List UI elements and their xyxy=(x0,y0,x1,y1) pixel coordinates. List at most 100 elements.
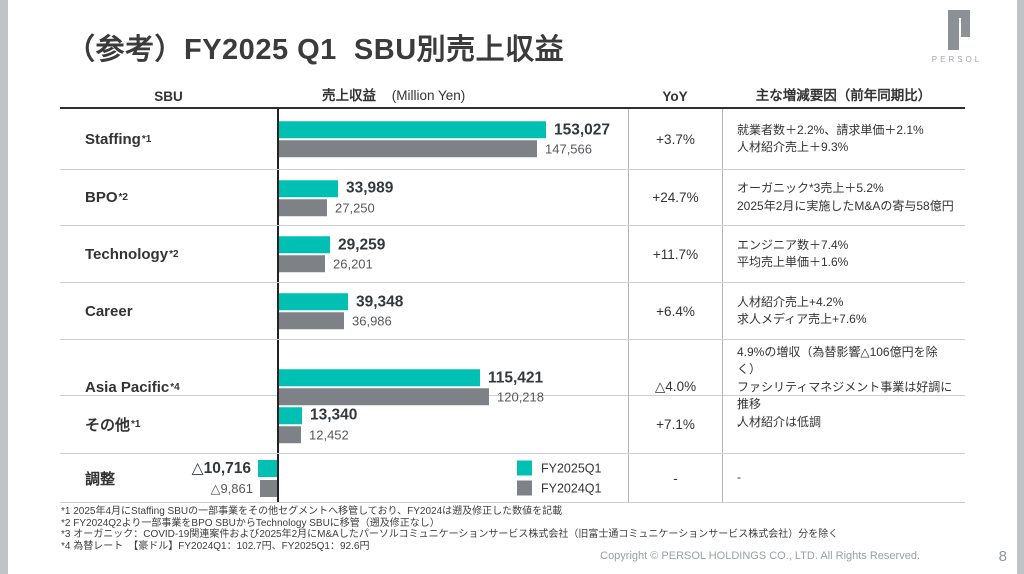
factors-cell: 人材紹介売上+4.2% 求人メディア売上+7.6% xyxy=(722,283,965,339)
slide: （参考）FY2025 Q1 SBU別売上収益 PERSOL SBU 売上収益 (… xyxy=(8,0,1017,574)
persol-logo-text: PERSOL xyxy=(931,55,983,64)
yoy-value: +3.7% xyxy=(628,109,722,169)
sbu-label: Staffing *1 xyxy=(60,109,277,169)
bar-cell: 39,348 36,986 xyxy=(277,283,628,339)
table-row-asia-pacific: Asia Pacific *4 115,421 120,218 △4 xyxy=(60,339,965,435)
legend-swatch-fy2024q1 xyxy=(517,480,532,496)
footnotes: *1 2025年4月にStaffing SBUの一部事業をその他セグメントへ移管… xyxy=(61,506,838,552)
fy2024q1-bar xyxy=(279,312,344,330)
bar-cell: 29,259 26,201 xyxy=(277,226,628,282)
fy2025q1-bar xyxy=(279,369,480,387)
sbu-footnote-ref: *2 xyxy=(118,192,128,203)
fy2025q1-value: 39,348 xyxy=(356,292,404,310)
fy2025q1-value: 29,259 xyxy=(338,235,386,253)
fy2025q1-bar xyxy=(279,121,546,139)
table-header-row: SBU 売上収益 (Million Yen) YoY 主な増減要因（前年同期比） xyxy=(60,84,965,109)
chart-legend: FY2025Q1 FY2024Q1 xyxy=(517,456,601,501)
page-title: （参考）FY2025 Q1 SBU別売上収益 xyxy=(66,34,565,66)
header-revenue: 売上収益 (Million Yen) xyxy=(277,84,628,104)
sbu-name: その他 xyxy=(85,417,131,434)
fy2025q1-value: 13,340 xyxy=(310,406,358,424)
fy2025q1-value: 115,421 xyxy=(488,369,544,387)
legend-swatch-fy2025q1 xyxy=(517,460,532,476)
sbu-label: Technology *2 xyxy=(60,226,277,282)
fy2024q1-value: 147,566 xyxy=(545,141,592,157)
sbu-name: Technology xyxy=(85,245,169,263)
fy2024q1-value: 120,218 xyxy=(497,389,544,405)
fy2024q1-bar xyxy=(260,480,277,497)
legend-label-fy2024q1: FY2024Q1 xyxy=(541,481,602,495)
bar-cell: 33,989 27,250 xyxy=(277,170,628,225)
factors-text: 人材紹介売上+4.2% 求人メディア売上+7.6% xyxy=(737,294,867,326)
table-row-bpo: BPO *2 33,989 27,250 +24.7% xyxy=(60,169,965,225)
fy2024q1-bar xyxy=(279,388,489,406)
factors-cell: エンジニア数＋7.4% 平均売上単価＋1.6% xyxy=(722,226,965,282)
negative-bars: △10,716 △9,861 xyxy=(192,457,277,499)
footnote-2: *2 FY2024Q2より一部事業をBPO SBUからTechnology SB… xyxy=(61,517,440,529)
persol-logo: PERSOL xyxy=(929,10,985,64)
sbu-footnote-ref: *1 xyxy=(141,133,152,145)
legend-item-fy2025q1: FY2025Q1 xyxy=(517,460,602,476)
header-sbu: SBU xyxy=(154,89,183,104)
factors-text: エンジニア数＋7.4% 平均売上単価＋1.6% xyxy=(737,237,849,269)
factors-cell: - xyxy=(722,396,965,453)
factors-cell: 就業者数＋2.2%、請求単価＋2.1% 人材紹介売上＋9.3% xyxy=(722,109,965,169)
table-row-adjustment: 調整 △10,716 △9,861 xyxy=(60,453,965,503)
fy2024q1-bar xyxy=(279,425,301,443)
fy2024q1-value: 12,452 xyxy=(309,426,349,442)
sbu-name: BPO xyxy=(85,189,118,206)
sbu-name: 調整 xyxy=(85,470,116,488)
fy2025q1-bar xyxy=(279,179,338,197)
header-revenue-unit: (Million Yen) xyxy=(391,88,466,103)
header-factors: 主な増減要因（前年同期比） xyxy=(755,88,932,103)
fy2024q1-value: 27,250 xyxy=(335,199,375,215)
yoy-value: +24.7% xyxy=(628,170,722,225)
bar-cell: 153,027 147,566 xyxy=(277,109,628,169)
copyright-text: Copyright © PERSOL HOLDINGS CO., LTD. Al… xyxy=(600,550,920,562)
footnote-4: *4 為替レート 【豪ドル】FY2024Q1：102.7円、FY2025Q1：9… xyxy=(61,540,370,552)
fy2024q1-value: △9,861 xyxy=(210,480,253,496)
sbu-footnote-ref: *1 xyxy=(131,419,141,430)
bar-cell: 115,421 120,218 xyxy=(277,340,628,435)
yoy-value: +7.1% xyxy=(628,396,722,453)
table-row-career: Career 39,348 36,986 +6.4% xyxy=(60,282,965,339)
fy2025q1-bar xyxy=(279,236,330,254)
fy2024q1-value: 26,201 xyxy=(333,256,373,272)
yoy-value: +6.4% xyxy=(628,283,722,339)
fy2025q1-bar xyxy=(258,460,277,477)
legend-item-fy2024q1: FY2024Q1 xyxy=(517,480,602,496)
fy2024q1-bar xyxy=(279,140,537,158)
sbu-name: Career xyxy=(85,302,133,320)
yoy-value: △4.0% xyxy=(628,340,722,435)
fy2025q1-value: △10,716 xyxy=(191,460,251,477)
sbu-footnote-ref: *4 xyxy=(170,381,180,393)
fy2024q1-bar xyxy=(279,255,325,273)
yoy-value: - xyxy=(628,454,722,502)
fy2025q1-value: 153,027 xyxy=(554,120,611,138)
table-row-others: その他 *1 13,340 12,452 +7.1% xyxy=(60,395,965,453)
sbu-revenue-table: SBU 売上収益 (Million Yen) YoY 主な増減要因（前年同期比）… xyxy=(60,84,965,503)
factors-text: - xyxy=(737,470,741,485)
legend-label-fy2025q1: FY2025Q1 xyxy=(541,461,602,475)
factors-text: 就業者数＋2.2%、請求単価＋2.1% 人材紹介売上＋9.3% xyxy=(737,122,924,154)
header-revenue-label: 売上収益 xyxy=(322,88,376,103)
header-yoy: YoY xyxy=(662,89,688,104)
footnote-3: *3 オーガニック：COVID-19関連案件および2025年2月にM&Aしたパー… xyxy=(61,529,839,541)
fy2025q1-value: 33,989 xyxy=(346,179,394,197)
bar-cell: 13,340 12,452 xyxy=(277,396,628,453)
fy2024q1-value: 36,986 xyxy=(352,313,392,329)
sbu-footnote-ref: *2 xyxy=(169,248,179,260)
persol-logo-icon xyxy=(948,10,970,50)
factors-cell: - xyxy=(722,454,965,502)
sbu-label: Career xyxy=(60,283,277,339)
sbu-label: Asia Pacific *4 xyxy=(60,340,277,435)
sbu-label: その他 *1 xyxy=(60,396,277,453)
sbu-label: 調整 xyxy=(60,454,277,502)
bar-cell: △10,716 △9,861 FY2025Q1 xyxy=(192,454,628,502)
factors-text: - xyxy=(737,416,741,431)
footnote-1: *1 2025年4月にStaffing SBUの一部事業をその他セグメントへ移管… xyxy=(61,506,563,517)
table-row-technology: Technology *2 29,259 26,201 +11.7% xyxy=(60,225,965,282)
fy2024q1-bar xyxy=(279,198,327,216)
page-number: 8 xyxy=(998,548,1007,565)
